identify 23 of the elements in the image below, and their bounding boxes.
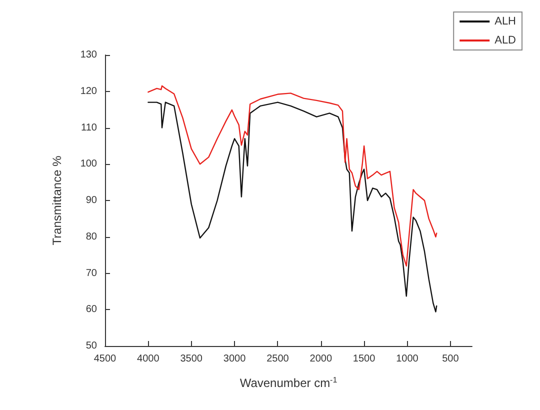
y-tick-label: 50 <box>86 340 98 352</box>
line-series <box>148 85 438 267</box>
y-tick-label: 100 <box>80 158 98 170</box>
y-tick-label: 90 <box>86 195 98 206</box>
x-tick-label: 500 <box>442 354 460 364</box>
y-tick-label: 110 <box>81 122 98 134</box>
x-tick-label: 3000 <box>223 354 246 364</box>
legend-label: ALD <box>494 34 516 46</box>
x-tick-label: 1500 <box>352 354 376 364</box>
legend-label: ALH <box>494 16 516 28</box>
x-tick-label: 4000 <box>137 354 160 364</box>
x-tick-label: 3500 <box>180 354 203 364</box>
y-tick-label: 80 <box>86 231 98 242</box>
x-tick-label: 4500 <box>94 354 117 364</box>
y-tick-label: 60 <box>86 304 98 316</box>
y-tick-label: 130 <box>80 50 98 60</box>
x-tick-label: 2500 <box>266 354 290 364</box>
y-tick-label: 70 <box>86 268 98 279</box>
y-tick-label: 120 <box>80 86 98 97</box>
line-series <box>148 102 438 312</box>
y-axis-title: Transmittance % <box>50 155 64 246</box>
x-tick-label: 1000 <box>396 354 419 364</box>
x-tick-label: 2000 <box>310 354 332 364</box>
